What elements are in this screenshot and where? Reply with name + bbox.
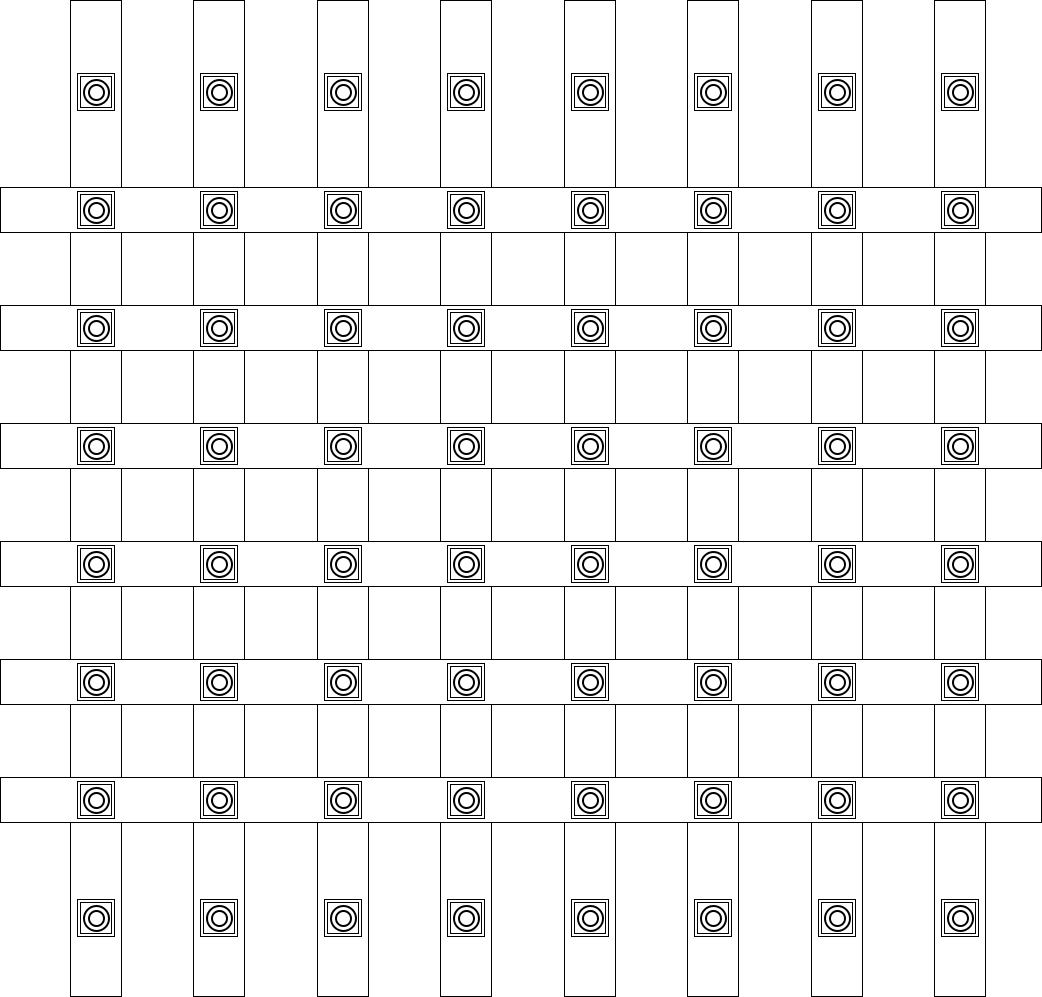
node-ring-inner: [582, 202, 599, 219]
vertical-bar: [934, 0, 986, 997]
node-ring-inner: [211, 792, 228, 809]
grid-diagram: [0, 0, 1042, 997]
node-ring-inner: [705, 556, 722, 573]
node-ring-inner: [582, 910, 599, 927]
node-ring-inner: [88, 202, 105, 219]
node-ring-inner: [458, 438, 475, 455]
horizontal-bar: [0, 423, 1042, 469]
node-ring-inner: [335, 910, 352, 927]
node-ring-inner: [458, 84, 475, 101]
node-ring-inner: [952, 202, 969, 219]
horizontal-bar: [0, 305, 1042, 351]
vertical-bar: [70, 0, 122, 997]
node-ring-inner: [335, 320, 352, 337]
node-ring-inner: [705, 202, 722, 219]
node-ring-inner: [952, 438, 969, 455]
node-ring-inner: [88, 84, 105, 101]
node-ring-inner: [88, 674, 105, 691]
horizontal-bar: [0, 777, 1042, 823]
vertical-bar: [687, 0, 739, 997]
node-ring-inner: [705, 792, 722, 809]
horizontal-bar: [0, 541, 1042, 587]
node-ring-inner: [829, 910, 846, 927]
node-ring-inner: [705, 910, 722, 927]
node-ring-inner: [829, 674, 846, 691]
node-ring-inner: [952, 910, 969, 927]
node-ring-inner: [335, 438, 352, 455]
node-ring-inner: [582, 792, 599, 809]
node-ring-inner: [829, 320, 846, 337]
node-ring-inner: [952, 792, 969, 809]
node-ring-inner: [582, 556, 599, 573]
horizontal-bar: [0, 659, 1042, 705]
node-ring-inner: [88, 556, 105, 573]
node-ring-inner: [458, 910, 475, 927]
node-ring-inner: [211, 674, 228, 691]
node-ring-inner: [88, 792, 105, 809]
node-ring-inner: [211, 438, 228, 455]
horizontal-bar: [0, 187, 1042, 233]
node-ring-inner: [829, 556, 846, 573]
node-ring-inner: [952, 556, 969, 573]
node-ring-inner: [829, 438, 846, 455]
node-ring-inner: [211, 910, 228, 927]
vertical-bar: [440, 0, 492, 997]
node-ring-inner: [335, 84, 352, 101]
node-ring-inner: [88, 438, 105, 455]
node-ring-inner: [335, 674, 352, 691]
node-ring-inner: [88, 910, 105, 927]
vertical-bar: [564, 0, 616, 997]
node-ring-inner: [582, 674, 599, 691]
node-ring-inner: [458, 320, 475, 337]
node-ring-inner: [335, 202, 352, 219]
vertical-bar: [317, 0, 369, 997]
node-ring-inner: [952, 320, 969, 337]
node-ring-inner: [458, 674, 475, 691]
node-ring-inner: [211, 556, 228, 573]
node-ring-inner: [458, 202, 475, 219]
vertical-bar: [193, 0, 245, 997]
node-ring-inner: [705, 674, 722, 691]
node-ring-inner: [582, 84, 599, 101]
node-ring-inner: [211, 320, 228, 337]
node-ring-inner: [335, 556, 352, 573]
node-ring-inner: [458, 556, 475, 573]
vertical-bar: [811, 0, 863, 997]
node-ring-inner: [88, 320, 105, 337]
node-ring-inner: [705, 84, 722, 101]
node-ring-inner: [705, 320, 722, 337]
node-ring-inner: [829, 792, 846, 809]
node-ring-inner: [705, 438, 722, 455]
node-ring-inner: [952, 674, 969, 691]
node-ring-inner: [211, 84, 228, 101]
node-ring-inner: [211, 202, 228, 219]
node-ring-inner: [952, 84, 969, 101]
node-ring-inner: [458, 792, 475, 809]
node-ring-inner: [582, 320, 599, 337]
node-ring-inner: [829, 202, 846, 219]
node-ring-inner: [829, 84, 846, 101]
node-ring-inner: [582, 438, 599, 455]
node-ring-inner: [335, 792, 352, 809]
